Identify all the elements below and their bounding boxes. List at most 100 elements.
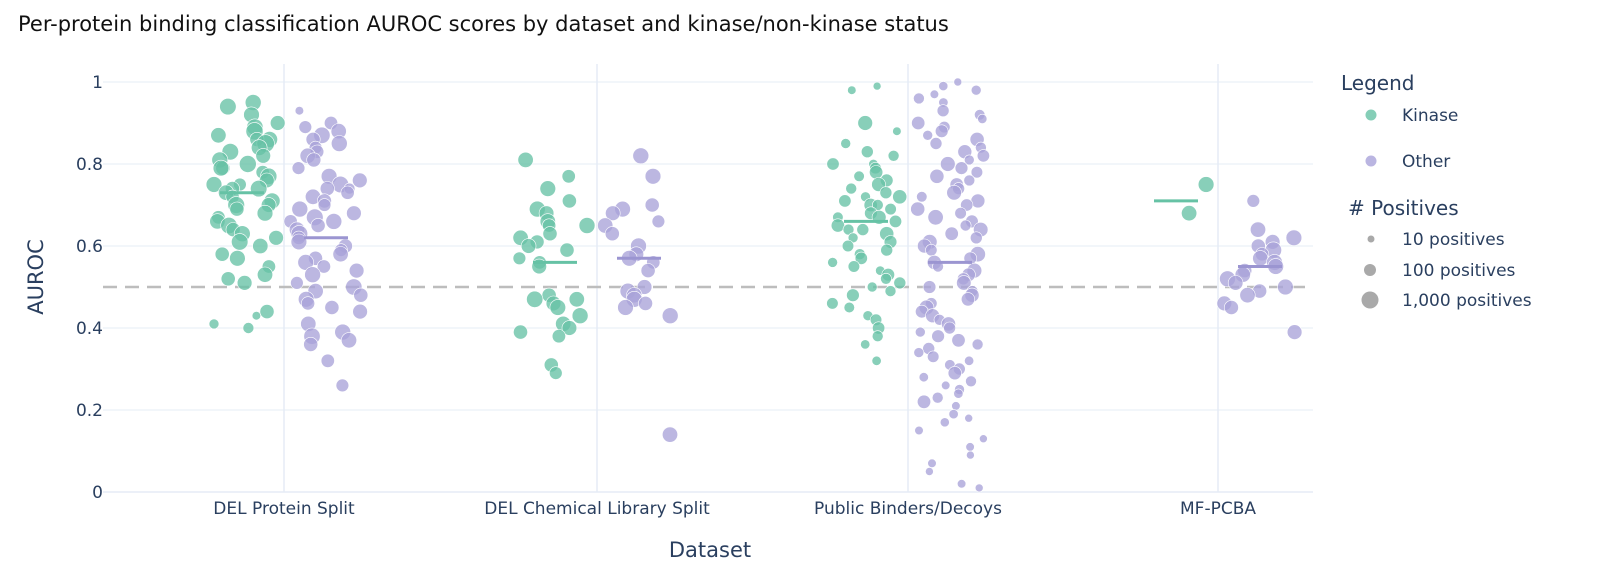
- y-axis-title: AUROC: [24, 239, 48, 315]
- y-tick-labels: 0 0.2 0.4 0.6 0.8 1: [76, 73, 103, 503]
- other-point: [914, 425, 924, 436]
- other-point: [644, 197, 660, 213]
- other-point: [1224, 300, 1239, 315]
- other-point: [946, 185, 962, 201]
- kinase-point: [872, 81, 882, 91]
- other-point: [954, 161, 969, 175]
- kinase-point: [210, 127, 227, 144]
- kinase-point: [219, 97, 237, 116]
- other-point: [306, 152, 322, 168]
- kinase-point: [853, 170, 865, 182]
- x-tick-label: Public Binders/Decoys: [814, 499, 1002, 519]
- other-point: [925, 244, 938, 257]
- kinase-point: [549, 299, 566, 316]
- other-point: [931, 391, 944, 404]
- other-point: [939, 417, 950, 428]
- x-tick-labels: DEL Protein Split DEL Chemical Library Sp…: [213, 499, 1256, 519]
- kinase-point: [846, 288, 860, 302]
- other-point: [941, 380, 951, 391]
- legend-size-100: 100 positives: [1364, 261, 1516, 281]
- other-point: [348, 262, 365, 279]
- other-point: [916, 394, 931, 409]
- other-point: [913, 347, 925, 358]
- other-point: [330, 135, 348, 152]
- kinase-point: [252, 238, 269, 255]
- kinase-point: [561, 320, 578, 336]
- other-point: [644, 168, 662, 185]
- other-point: [319, 181, 335, 196]
- legend[interactable]: Legend Kinase Other # Positives 10 posit…: [1341, 71, 1532, 311]
- kinase-point: [856, 223, 870, 236]
- kinase-point: [568, 291, 585, 308]
- other-point: [970, 84, 982, 96]
- other-point: [944, 226, 959, 241]
- other-point: [964, 355, 975, 366]
- other-point: [969, 231, 983, 245]
- y-tick-label: 0.4: [76, 319, 103, 339]
- x-tick-label: DEL Protein Split: [213, 499, 355, 519]
- kinase-point: [239, 155, 257, 173]
- other-point: [1285, 229, 1303, 247]
- kinase-point: [270, 115, 286, 131]
- other-point: [940, 156, 956, 172]
- data-points: [205, 77, 1303, 493]
- other-point: [324, 300, 340, 315]
- other-point: [340, 332, 357, 349]
- other-point: [661, 426, 678, 443]
- other-point: [617, 299, 634, 316]
- legend-size-10-marker: [1367, 235, 1375, 243]
- gridlines: [103, 64, 1313, 493]
- kinase-point: [256, 266, 273, 283]
- other-point: [977, 113, 988, 124]
- other-point: [353, 287, 369, 303]
- kinase-point: [840, 138, 852, 149]
- other-point: [976, 149, 990, 163]
- legend-title: Legend: [1341, 71, 1414, 95]
- kinase-point: [843, 301, 855, 314]
- kinase-point: [251, 311, 261, 321]
- legend-other-marker: [1365, 155, 1377, 167]
- other-point: [914, 326, 926, 338]
- kinase-point: [562, 193, 577, 209]
- other-point: [951, 333, 966, 348]
- kinase-point: [561, 169, 576, 184]
- legend-item-other[interactable]: Other: [1365, 152, 1451, 172]
- y-tick-label: 0: [92, 483, 103, 503]
- other-point: [604, 226, 620, 242]
- median-lines: [220, 191, 1282, 268]
- other-point: [929, 137, 943, 150]
- kinase-point: [826, 157, 840, 171]
- kinase-point: [236, 275, 253, 291]
- other-point: [294, 106, 305, 116]
- other-point: [291, 161, 306, 175]
- other-point: [335, 378, 350, 393]
- kinase-point: [847, 85, 857, 95]
- kinase-point: [838, 194, 852, 208]
- legend-size-title: # Positives: [1348, 196, 1459, 220]
- kinase-point: [884, 285, 897, 297]
- kinase-point: [893, 276, 907, 290]
- kinase-point: [549, 366, 563, 380]
- kinase-point: [214, 246, 230, 262]
- other-point: [965, 442, 975, 452]
- other-point: [927, 209, 944, 226]
- kinase-point: [845, 182, 858, 195]
- legend-size-1000-label: 1,000 positives: [1402, 291, 1532, 311]
- other-point: [965, 375, 977, 388]
- kinase-point: [229, 201, 245, 217]
- legend-item-kinase[interactable]: Kinase: [1365, 106, 1459, 126]
- other-point: [979, 434, 988, 444]
- other-point: [953, 388, 964, 399]
- legend-size-1000-marker: [1361, 291, 1379, 309]
- kinase-point: [892, 189, 908, 205]
- x-axis-title: Dataset: [669, 538, 751, 562]
- kinase-point: [242, 322, 255, 334]
- kinase-point: [542, 226, 558, 242]
- kinase-point: [229, 250, 246, 267]
- other-point: [317, 198, 332, 212]
- kinase-point: [517, 151, 534, 168]
- kinase-point: [513, 324, 528, 340]
- kinase-point: [520, 238, 537, 254]
